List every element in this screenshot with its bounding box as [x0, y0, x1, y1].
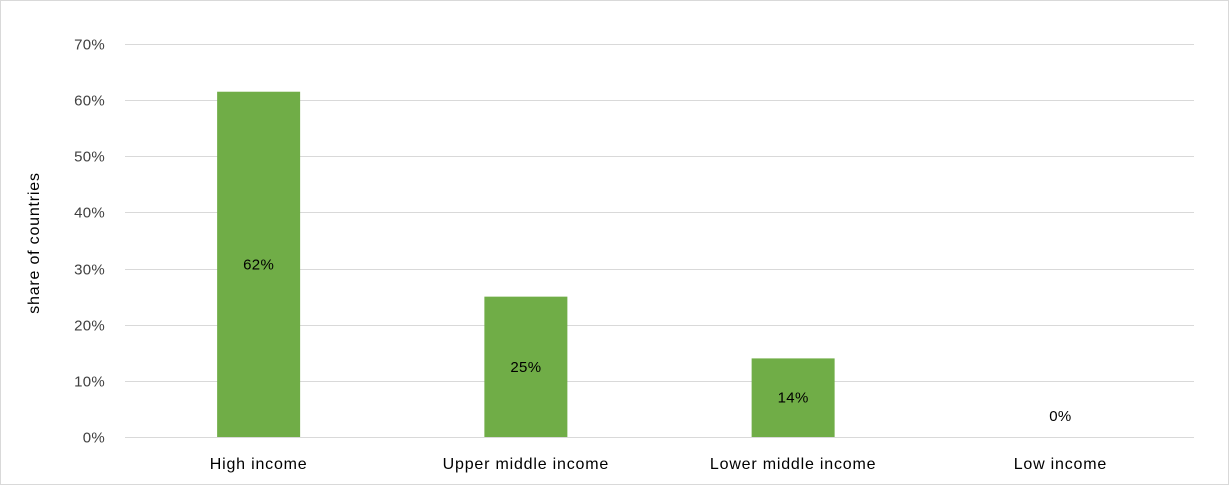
bar: [484, 296, 568, 437]
x-category-label: Lower middle income: [710, 456, 876, 473]
y-tick-label: 60%: [74, 93, 105, 110]
x-category-label: Upper middle income: [443, 456, 609, 473]
x-category-label: High income: [210, 456, 308, 473]
y-tick-label: 10%: [74, 374, 105, 391]
y-axis-title: share of countries: [26, 172, 43, 314]
data-label: 62%: [243, 256, 274, 273]
y-tick-label: 0%: [83, 430, 105, 447]
y-axis-ticks: 0% 10% 20% 30% 40% 50% 60% 70%: [74, 37, 105, 447]
y-tick-label: 70%: [74, 37, 105, 54]
x-axis-categories: High income Upper middle income Lower midd…: [210, 456, 1107, 473]
data-label: 0%: [1049, 408, 1071, 425]
bar: [217, 91, 301, 437]
data-label: 25%: [510, 359, 541, 376]
gridlines: [125, 44, 1194, 438]
y-tick-label: 50%: [74, 149, 105, 166]
y-tick-label: 20%: [74, 318, 105, 335]
y-tick-label: 40%: [74, 205, 105, 222]
data-label: 14%: [778, 390, 809, 407]
bar: [751, 358, 835, 437]
bars: [217, 91, 835, 437]
data-labels: 62% 25% 14% 0%: [243, 256, 1071, 425]
x-category-label: Low income: [1014, 456, 1107, 473]
y-tick-label: 30%: [74, 262, 105, 279]
